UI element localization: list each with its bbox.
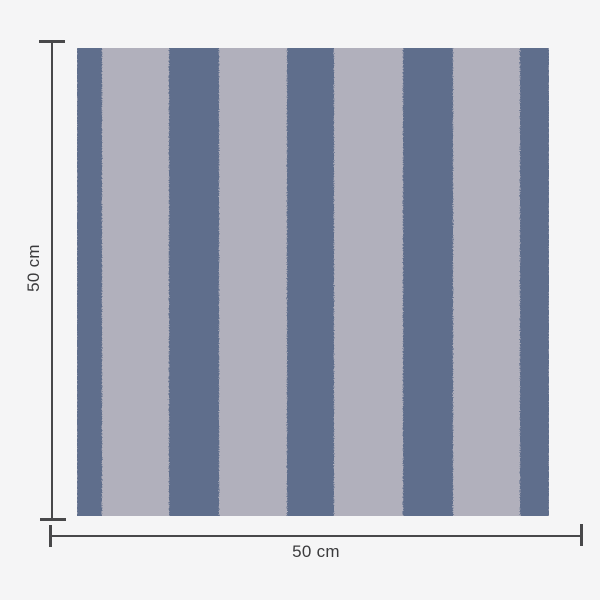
fabric-swatch (77, 48, 549, 516)
stripe-light (334, 48, 403, 516)
width-dimension-tick-left (49, 525, 52, 547)
height-dimension-tick-top (39, 40, 65, 43)
stripe-dark (403, 48, 453, 516)
height-dimension-line (51, 40, 53, 521)
stripe-light (102, 48, 169, 516)
stripe-group (77, 48, 549, 516)
width-dimension-tick-right (580, 524, 583, 546)
width-dimension-line (50, 535, 582, 537)
height-dimension-tick-bottom (40, 518, 66, 521)
width-dimension-label: 50 cm (292, 542, 340, 561)
stripe-light (219, 48, 287, 516)
stripe-light (453, 48, 520, 516)
stripe-dark (169, 48, 219, 516)
striped-swatch-image (77, 48, 549, 516)
height-dimension-label: 50 cm (24, 244, 43, 292)
stripe-dark (77, 48, 102, 516)
stripe-dark (520, 48, 549, 516)
stripe-dark (287, 48, 334, 516)
